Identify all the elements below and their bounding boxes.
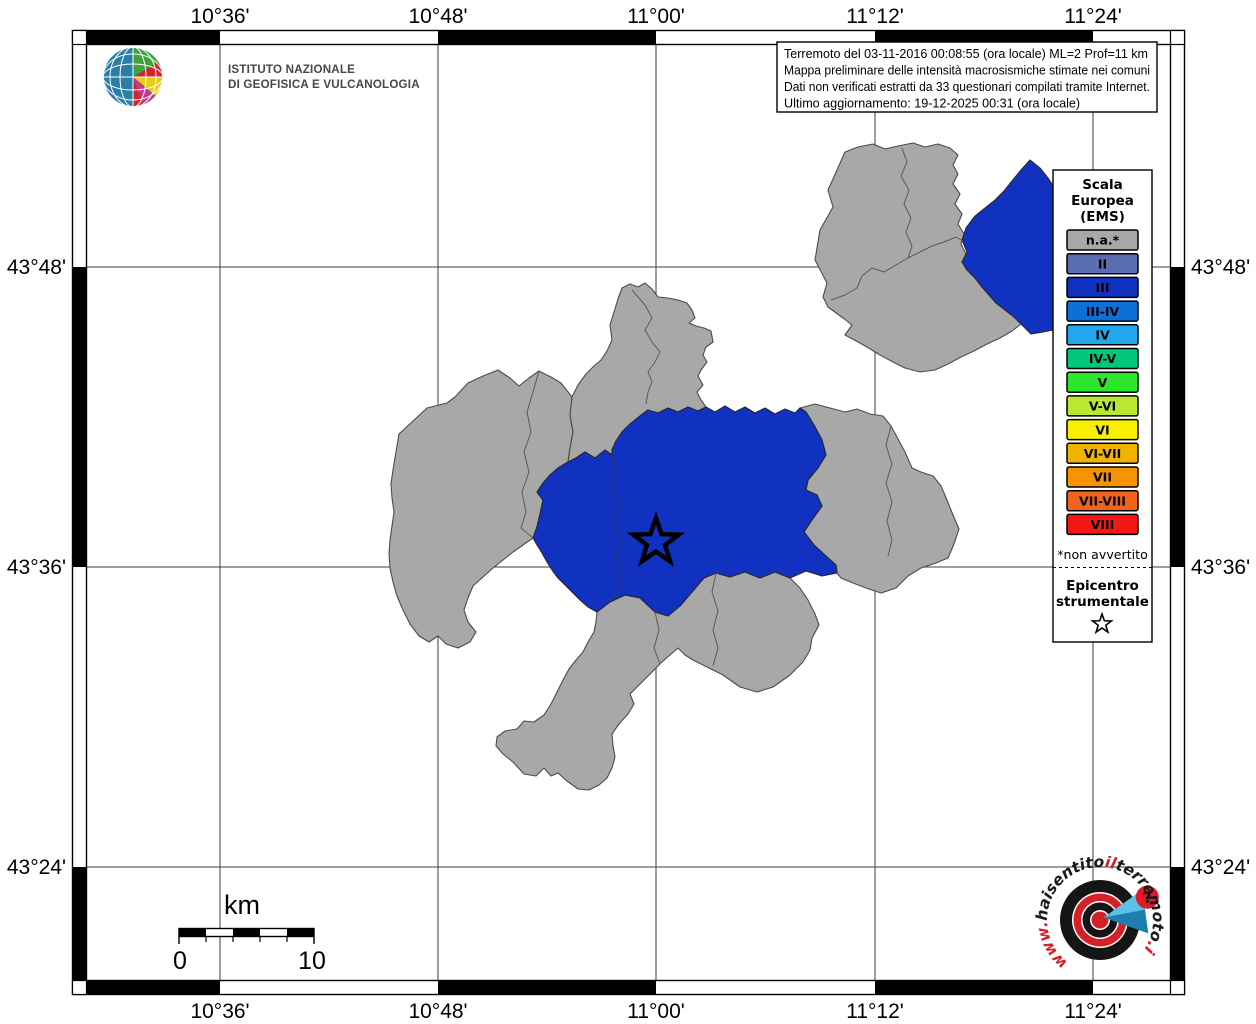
axis-label-bottom-3: 11°00' — [627, 1000, 685, 1023]
legend-item-ii: II — [1066, 252, 1139, 275]
info-line-last-update: Ultimo aggiornamento: 19-12-2025 00:31 (… — [784, 97, 1080, 111]
axis-label-bottom-4: 11°12' — [846, 1000, 904, 1023]
axis-label-top-2: 10°48' — [408, 5, 467, 28]
legend-label-iv-v: IV-V — [1089, 351, 1117, 366]
scale-bar: km 0 10 — [173, 890, 326, 975]
legend-title-line2: Europea — [1071, 193, 1134, 209]
info-line-event: Terremoto del 03-11-2016 00:08:55 (ora l… — [784, 47, 1148, 61]
legend-label-vii: VII — [1093, 470, 1112, 485]
legend-label-v-vi: V-VI — [1089, 399, 1116, 414]
scale-bar-start: 0 — [173, 947, 187, 975]
bullseye-icon — [1060, 880, 1140, 960]
axis-labels: 10°36' 10°48' 11°00' 11°12' 11°24' 10°36… — [7, 5, 1250, 1023]
legend-item-vi: VI — [1066, 418, 1139, 441]
municipality-inner-borders — [520, 147, 964, 667]
question-mark-glyph: ? — [1142, 888, 1153, 907]
legend-label-vi: VI — [1095, 422, 1109, 437]
legend-item-vii-viii: VII-VIII — [1066, 489, 1139, 512]
legend-item-na: n.a.* — [1066, 229, 1139, 251]
axis-label-top-5: 11°24' — [1064, 5, 1122, 28]
legend-title-line3: (EMS) — [1080, 209, 1125, 225]
legend-epicenter-star-icon — [1090, 611, 1114, 635]
legend-epicenter-line1: Epicentro — [1066, 578, 1139, 594]
scale-bar-segments — [178, 927, 315, 944]
scale-bar-unit: km — [224, 890, 260, 920]
ingv-logo: ISTITUTO NAZIONALE DI GEOFISICA E VULCAN… — [102, 46, 420, 108]
legend-label-viii: VIII — [1091, 517, 1115, 532]
info-line-data-source: Dati non verificati estratti da 33 quest… — [784, 80, 1150, 94]
legend-title-line1: Scala — [1082, 177, 1123, 193]
legend-label-na: n.a.* — [1086, 233, 1120, 248]
legend-label-iii-iv: III-IV — [1086, 304, 1120, 319]
info-line-map-type: Mappa preliminare delle intensità macros… — [784, 64, 1150, 78]
axis-label-bottom-1: 10°36' — [190, 1000, 249, 1023]
legend-item-v: V — [1066, 371, 1139, 393]
municipality-gray-west — [388, 369, 574, 649]
axis-label-left-1: 43°48' — [7, 256, 66, 279]
axis-label-top-3: 11°00' — [627, 5, 685, 28]
legend-item-iii-iv: III-IV — [1066, 300, 1139, 322]
axis-label-bottom-5: 11°24' — [1064, 1000, 1122, 1023]
epicenter-star-icon — [626, 511, 686, 567]
legend-item-iv: IV — [1066, 324, 1139, 346]
legend-item-iii: III — [1066, 276, 1139, 299]
legend-label-vi-vii: VI-VII — [1084, 446, 1122, 461]
axis-label-top-4: 11°12' — [846, 5, 904, 28]
legend-footnote: *non avvertito — [1057, 547, 1148, 562]
legend-epicenter-line2: strumentale — [1056, 594, 1149, 610]
scale-bar-end: 10 — [298, 947, 326, 975]
axis-label-right-1: 43°48' — [1191, 256, 1250, 279]
municipality-polygons — [388, 142, 1069, 791]
ingv-name-line2: DI GEOFISICA E VULCANOLOGIA — [228, 78, 420, 91]
legend: Scala Europea (EMS) n.a.* II III III-IV … — [1052, 169, 1153, 643]
earthquake-info-box: Terremoto del 03-11-2016 00:08:55 (ora l… — [776, 41, 1158, 113]
axis-label-left-2: 43°36' — [7, 556, 66, 579]
legend-label-v: V — [1098, 375, 1108, 390]
question-mark-badge: ? — [1135, 885, 1159, 909]
legend-item-v-vi: V-VI — [1066, 395, 1139, 417]
legend-label-iv: IV — [1095, 328, 1110, 343]
legend-label-vii-viii: VII-VIII — [1079, 493, 1126, 508]
legend-label-ii: II — [1098, 256, 1107, 271]
legend-label-iii: III — [1096, 280, 1110, 295]
municipality-intensity-iii-central — [532, 405, 838, 617]
axis-label-right-2: 43°36' — [1191, 556, 1250, 579]
legend-item-vii: VII — [1066, 466, 1139, 488]
legend-item-vi-vii: VI-VII — [1066, 442, 1139, 465]
legend-item-iv-v: IV-V — [1066, 347, 1139, 370]
legend-item-viii: VIII — [1066, 513, 1139, 536]
haisentito-watermark-logo: ? www.haisentitoilterremoto.it — [1025, 851, 1172, 976]
ingv-name-line1: ISTITUTO NAZIONALE — [228, 63, 355, 76]
axis-label-right-3: 43°24' — [1191, 856, 1250, 879]
axis-label-left-3: 43°24' — [7, 856, 66, 879]
map-frame — [71, 29, 1186, 996]
axis-label-top-1: 10°36' — [190, 5, 249, 28]
ingv-globe-icon — [102, 46, 164, 108]
axis-label-bottom-2: 10°48' — [408, 1000, 467, 1023]
